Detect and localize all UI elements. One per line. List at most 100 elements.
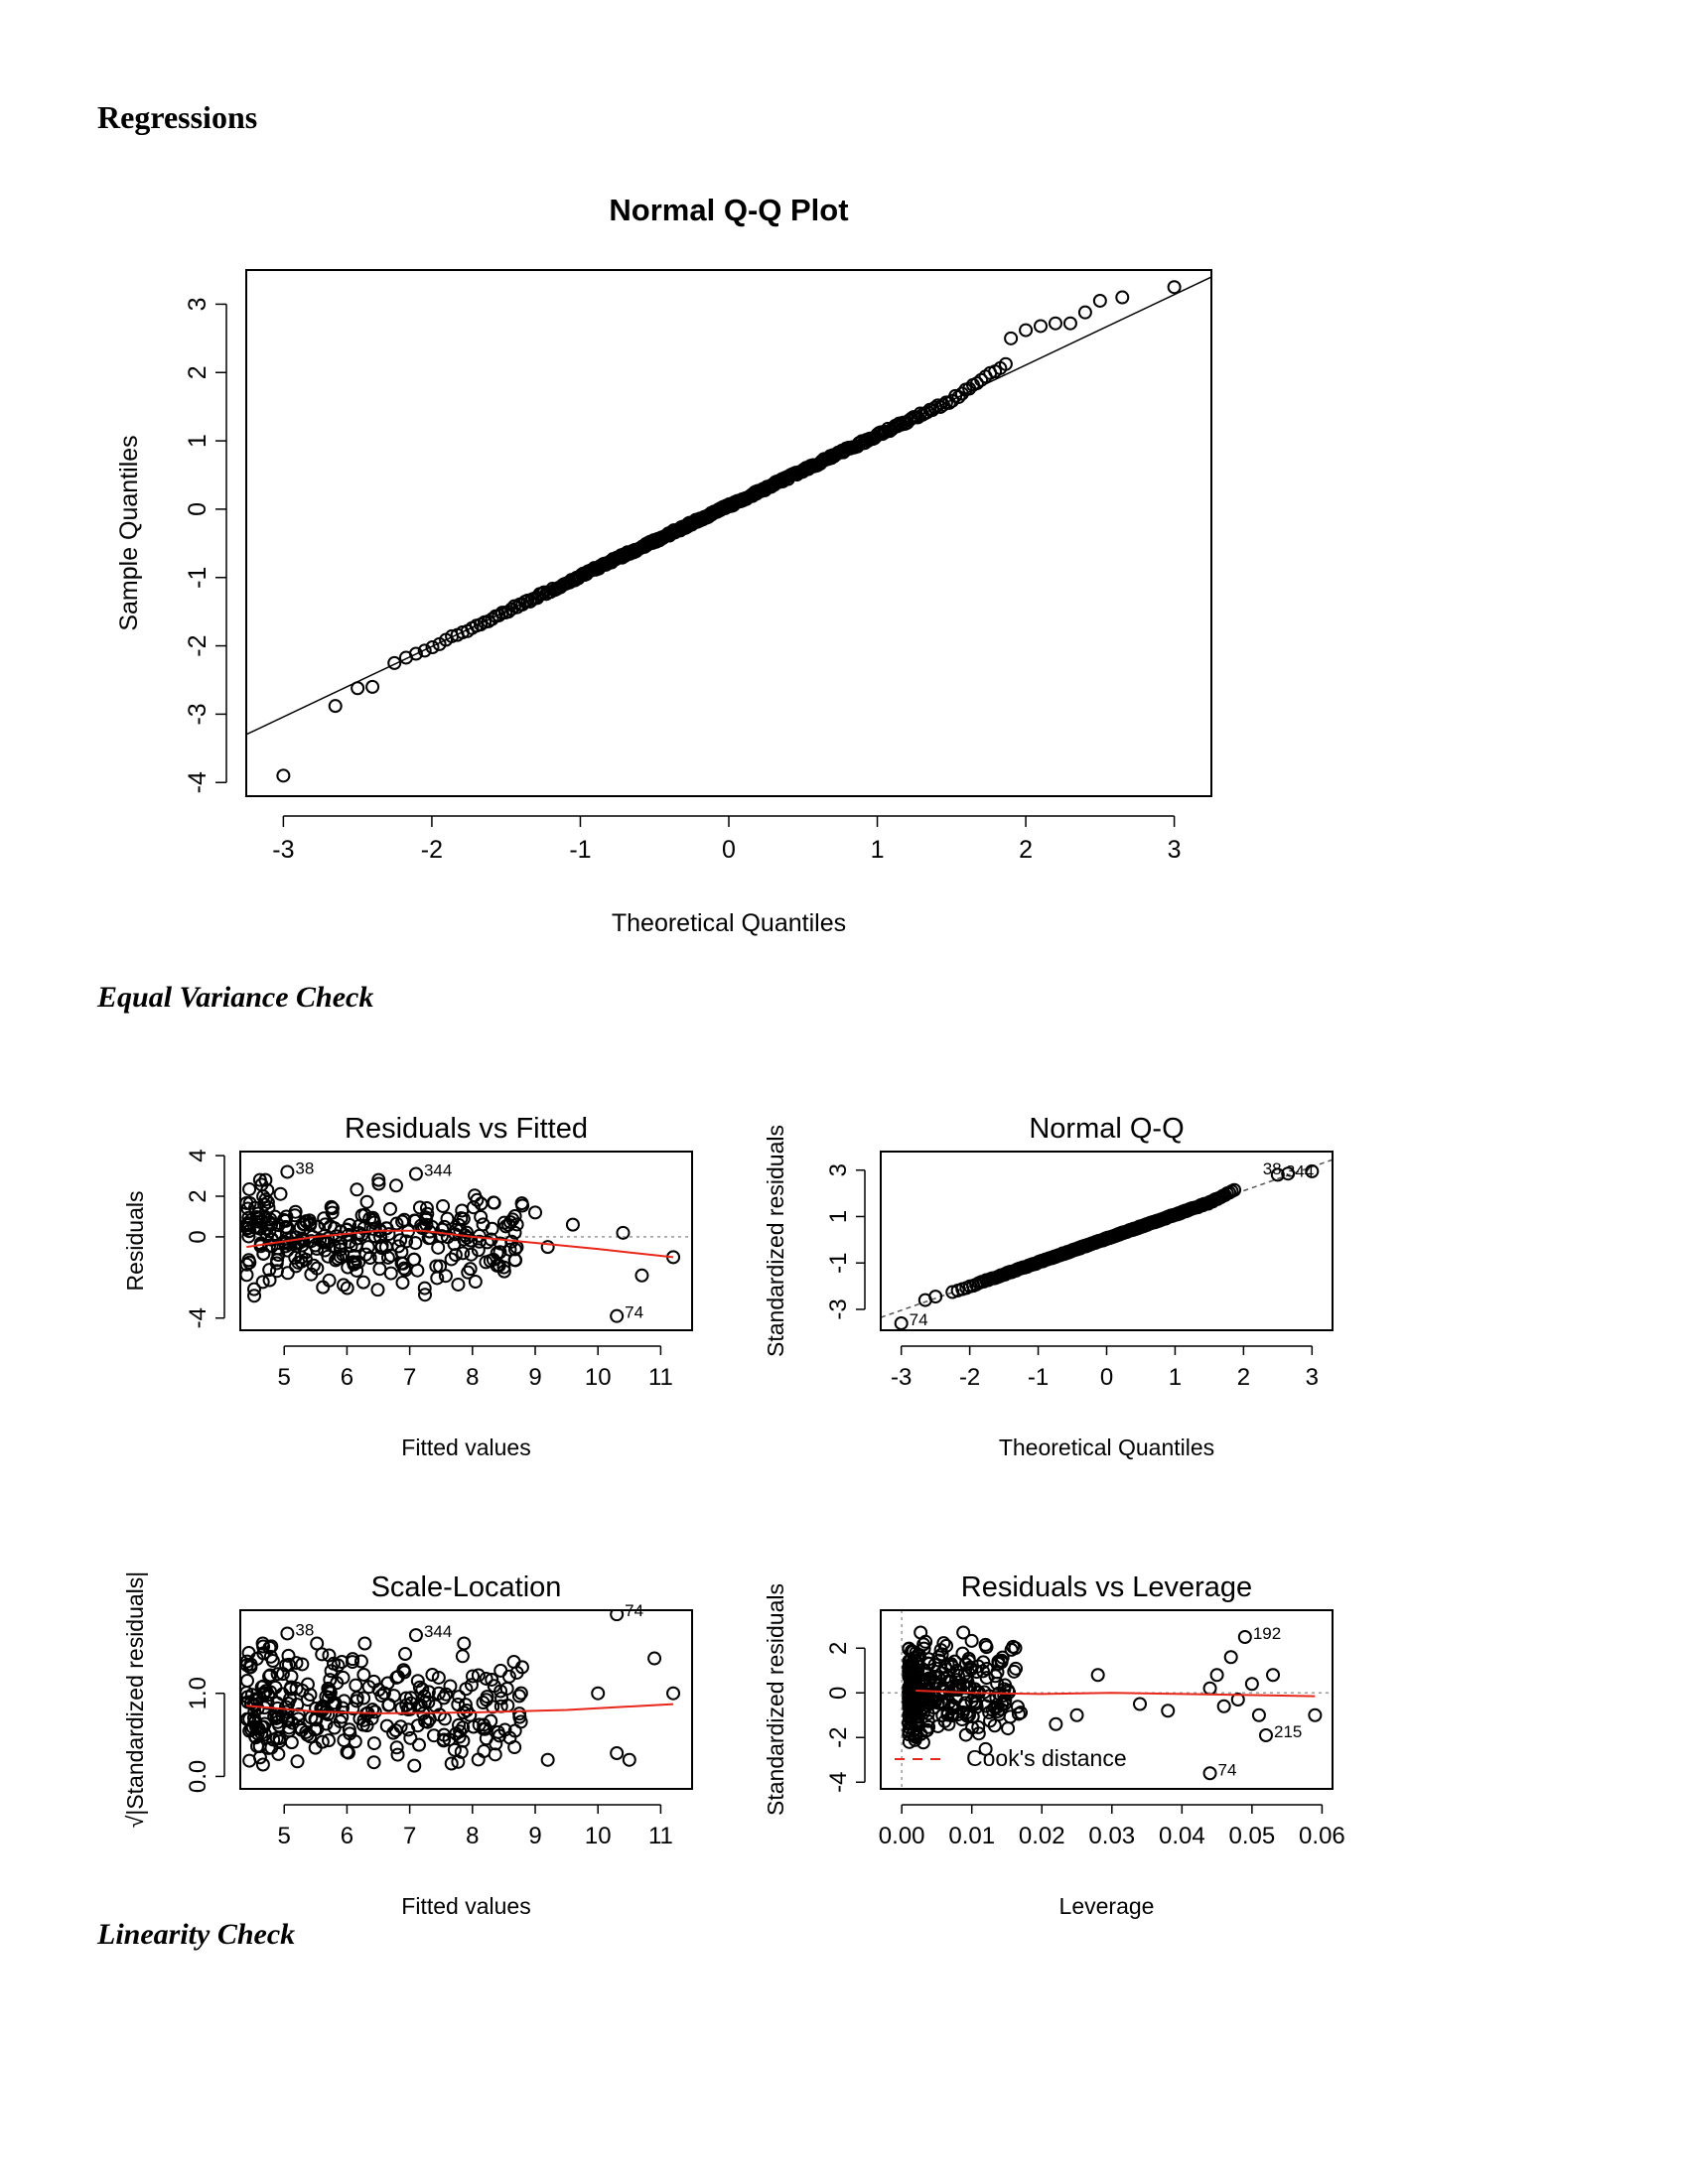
data-point [1090, 1668, 1105, 1683]
plot-frame [880, 1609, 1334, 1790]
data-point [371, 1176, 386, 1191]
data-point [1216, 1699, 1231, 1713]
data-point [407, 1758, 422, 1773]
data-point [258, 1192, 273, 1207]
heading-equal-variance: Equal Variance Check [97, 981, 374, 1014]
data-point [284, 1735, 299, 1750]
data-point [262, 1263, 277, 1278]
x-tick-label: 2 [1019, 836, 1033, 864]
data-point [485, 612, 499, 626]
point-label: 38 [295, 1159, 314, 1177]
x-tick-label: -2 [421, 836, 443, 864]
plot-area [881, 1610, 1333, 1789]
data-point [317, 1211, 332, 1226]
data-point [379, 1718, 394, 1733]
x-axis-label: Theoretical Quantiles [999, 1434, 1214, 1460]
x-tick-label: 2 [1237, 1364, 1250, 1391]
data-point [280, 1243, 295, 1258]
data-point [468, 1188, 483, 1203]
data-point [616, 1225, 631, 1240]
y-tick-label: 2 [185, 1189, 211, 1202]
data-point [982, 1689, 997, 1704]
data-point [417, 643, 432, 658]
data-point [1266, 1668, 1281, 1683]
y-tick-label: 1 [184, 434, 211, 448]
x-tick-label: 5 [278, 1364, 291, 1391]
data-point [251, 1721, 266, 1736]
data-point [1251, 1707, 1266, 1722]
data-point [387, 655, 402, 670]
data-point [262, 1640, 277, 1655]
data-point [335, 1655, 350, 1670]
plot-frame [245, 269, 1212, 797]
data-point [449, 1726, 464, 1741]
data-point [969, 1697, 984, 1711]
data-point [902, 1666, 916, 1681]
y-tick-label: -1 [825, 1253, 852, 1274]
data-point [610, 1308, 625, 1323]
data-point [1230, 1693, 1245, 1706]
data-point [390, 1747, 405, 1762]
data-point [666, 1686, 681, 1701]
data-point [455, 1649, 470, 1664]
chart-title: Scale-Location [371, 1571, 562, 1603]
data-point [451, 1698, 466, 1712]
data-point [349, 1678, 363, 1693]
x-tick-label: 6 [341, 1823, 353, 1849]
data-point [254, 1177, 269, 1192]
x-tick-label: 8 [466, 1364, 479, 1391]
data-point [1092, 293, 1107, 308]
data-point [1308, 1707, 1323, 1722]
plot-area [881, 1159, 1333, 1330]
data-point [1069, 1707, 1084, 1722]
data-point [273, 1186, 288, 1201]
data-point [1048, 316, 1062, 331]
data-point [420, 1714, 435, 1729]
data-point [412, 1680, 427, 1695]
data-point [372, 1262, 387, 1277]
point-label: 344 [1286, 1161, 1314, 1180]
data-point [1019, 323, 1034, 338]
y-tick-label: 0 [185, 1230, 211, 1243]
data-point [310, 1636, 325, 1651]
x-tick-label: 0.02 [1019, 1823, 1065, 1849]
x-tick-label: 9 [528, 1823, 541, 1849]
data-point [342, 1722, 356, 1737]
data-point [610, 1746, 625, 1760]
data-point [457, 1636, 472, 1651]
data-point [352, 1255, 366, 1270]
data-point [288, 1208, 303, 1223]
data-point [262, 1238, 277, 1253]
data-point [281, 1648, 296, 1663]
chart-resid-fitted: Residuals vs Fitted 38 344 74 5 6 7 8 9 10 11 -4 0 2 4… [122, 1113, 693, 1460]
x-axis-label: Fitted values [401, 1893, 530, 1919]
data-point [411, 1737, 426, 1752]
data-point [477, 1717, 492, 1732]
data-point [921, 1656, 936, 1671]
data-point [1077, 305, 1092, 320]
data-point [978, 1637, 993, 1652]
data-point [406, 1252, 421, 1267]
data-point [477, 1721, 492, 1736]
data-point [372, 1250, 387, 1265]
data-point [959, 1706, 974, 1720]
data-point [502, 1730, 517, 1745]
data-point [262, 1669, 277, 1684]
data-point [443, 1679, 458, 1694]
data-point [1004, 331, 1019, 345]
data-point [371, 1683, 386, 1698]
data-point [356, 1691, 371, 1706]
y-tick-label: 0.0 [185, 1760, 211, 1793]
data-point [969, 376, 984, 391]
data-point [1223, 1650, 1238, 1665]
data-point [432, 1707, 447, 1722]
data-point [280, 1626, 295, 1641]
data-point [905, 1664, 919, 1679]
plot-frame [239, 1609, 693, 1790]
chart-main-qq: Normal Q-Q Plot -3 -2 -1 0 1 2 3 -4 -3 -2 -1 0 1 2 3 The… [115, 193, 1212, 937]
data-point [341, 1260, 355, 1275]
data-point [496, 1260, 511, 1275]
data-point [267, 1709, 282, 1724]
data-point [452, 1729, 467, 1744]
